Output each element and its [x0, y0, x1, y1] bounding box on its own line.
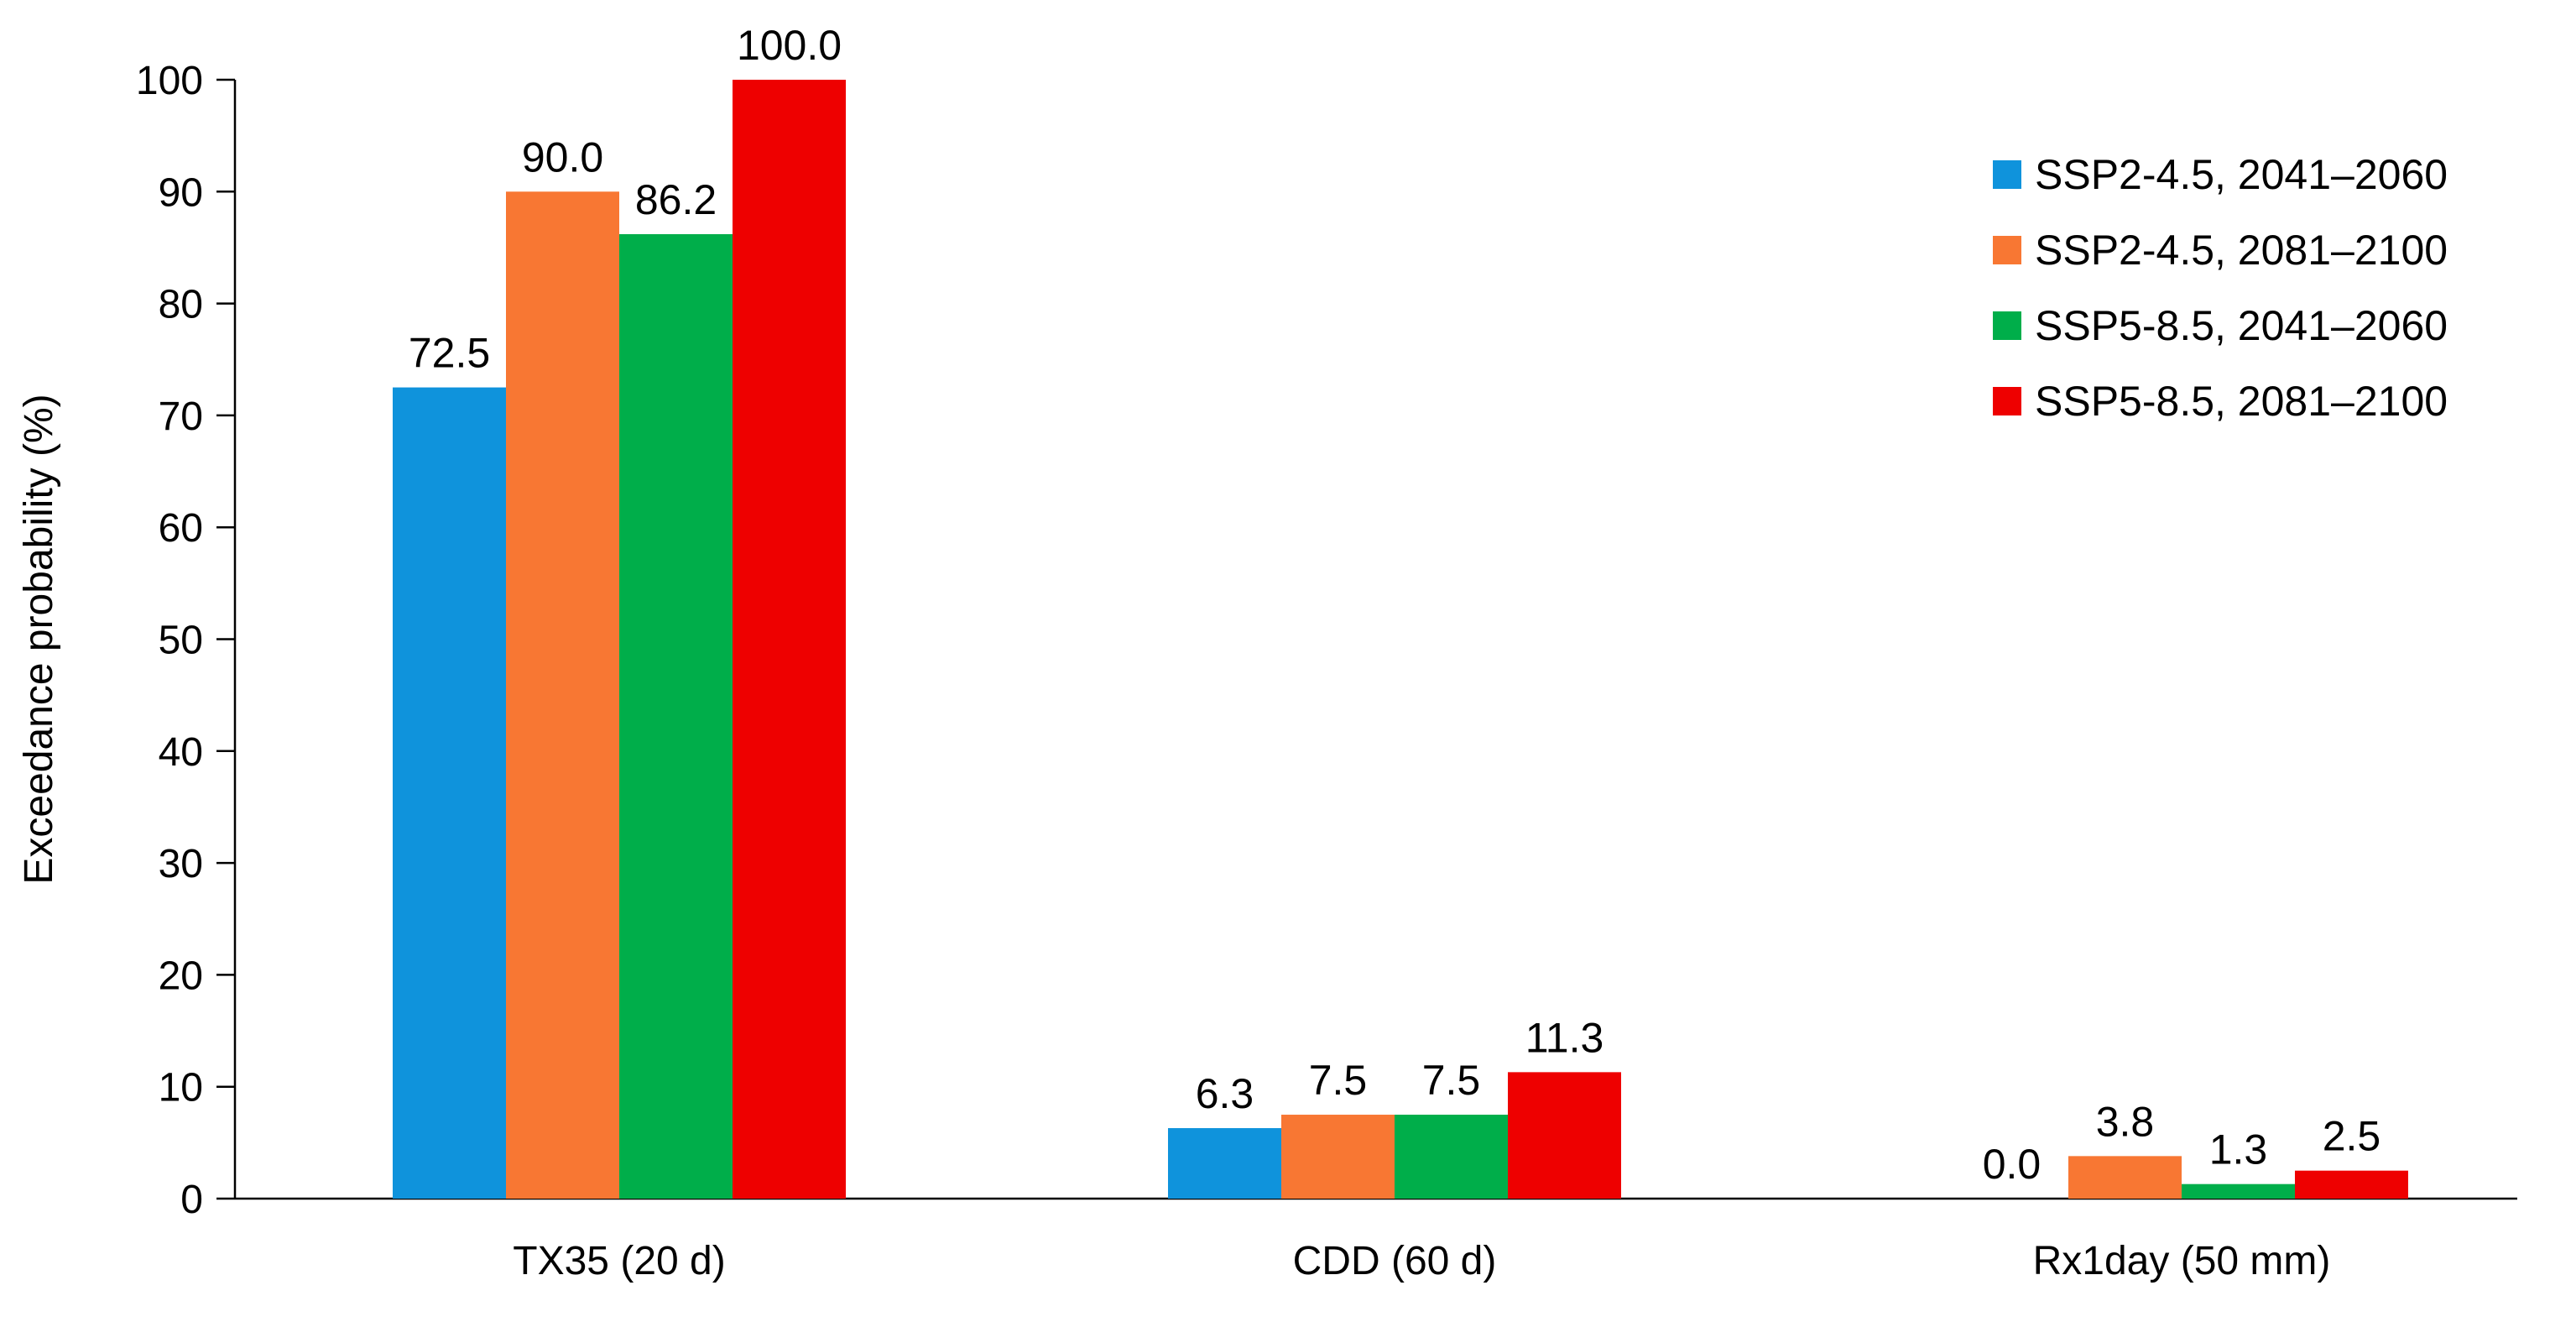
y-tick-label: 70: [159, 395, 203, 439]
y-tick-label: 60: [159, 506, 203, 551]
y-tick-label: 50: [159, 619, 203, 663]
bar-cdd-60-d-3: [1395, 1115, 1508, 1199]
y-tick-label: 90: [159, 170, 203, 215]
data-label: 7.5: [1309, 1057, 1368, 1104]
bars: [393, 80, 2408, 1199]
x-axis: TX35 (20 d) CDD (60 d) Rx1day (50 mm): [235, 1197, 2517, 1283]
data-label: 90.0: [522, 133, 603, 180]
bar-cdd-60-d-4: [1508, 1072, 1621, 1199]
bar-rx1day-50-mm-3: [2182, 1184, 2295, 1199]
bar-rx1day-50-mm-2: [2068, 1156, 2182, 1199]
y-axis: 0 10 20 30 40 50 60 70 80 90 100: [136, 59, 237, 1222]
legend-label-3: SSP5-8.5, 2041–2060: [2035, 302, 2448, 349]
data-labels: 72.5 90.0 86.2 100.0 6.3 7.5 7.5 11.3 0.0 3.8 1.3 2…: [409, 22, 2380, 1188]
bar-rx1day-50-mm-4: [2295, 1170, 2408, 1199]
x-tick-label: Rx1day (50 mm): [2033, 1239, 2331, 1283]
x-tick-label: CDD (60 d): [1293, 1239, 1497, 1283]
data-label: 0.0: [1983, 1141, 2042, 1188]
data-label: 6.3: [1196, 1070, 1254, 1117]
data-label: 1.3: [2209, 1126, 2268, 1173]
legend-label-4: SSP5-8.5, 2081–2100: [2035, 378, 2448, 425]
bar-cdd-60-d-1: [1168, 1128, 1281, 1199]
x-tick-label: TX35 (20 d): [513, 1239, 725, 1283]
y-tick-label: 10: [159, 1066, 203, 1110]
data-label: 72.5: [409, 330, 490, 377]
y-tick-label: 20: [159, 954, 203, 998]
y-tick-label: 30: [159, 842, 203, 886]
bar-cdd-60-d-2: [1281, 1115, 1395, 1199]
legend-swatch-3: [1993, 311, 2021, 340]
data-label: 3.8: [2096, 1098, 2155, 1145]
bar-tx35-20-d-2: [506, 191, 619, 1199]
data-label: 7.5: [1422, 1057, 1481, 1104]
legend-swatch-4: [1993, 387, 2021, 415]
bar-tx35-20-d-4: [733, 80, 846, 1199]
data-label: 11.3: [1525, 1014, 1604, 1061]
legend-swatch-2: [1993, 236, 2021, 264]
bar-tx35-20-d-1: [393, 387, 506, 1199]
bar-tx35-20-d-3: [619, 233, 733, 1199]
y-tick-label: 100: [136, 59, 203, 103]
y-tick-label: 80: [159, 283, 203, 327]
y-axis-title: Exceedance probability (%): [17, 394, 61, 884]
y-axis-title-group: Exceedance probability (%): [17, 394, 61, 884]
legend-label-1: SSP2-4.5, 2041–2060: [2035, 151, 2448, 198]
data-label: 2.5: [2323, 1113, 2381, 1160]
data-label: 100.0: [737, 22, 842, 69]
legend-label-2: SSP2-4.5, 2081–2100: [2035, 227, 2448, 274]
data-label: 86.2: [635, 176, 717, 223]
y-tick-label: 0: [180, 1178, 203, 1222]
legend: SSP2-4.5, 2041–2060 SSP2-4.5, 2081–2100 SS…: [1993, 151, 2448, 425]
y-tick-label: 40: [159, 730, 203, 775]
legend-swatch-1: [1993, 160, 2021, 189]
